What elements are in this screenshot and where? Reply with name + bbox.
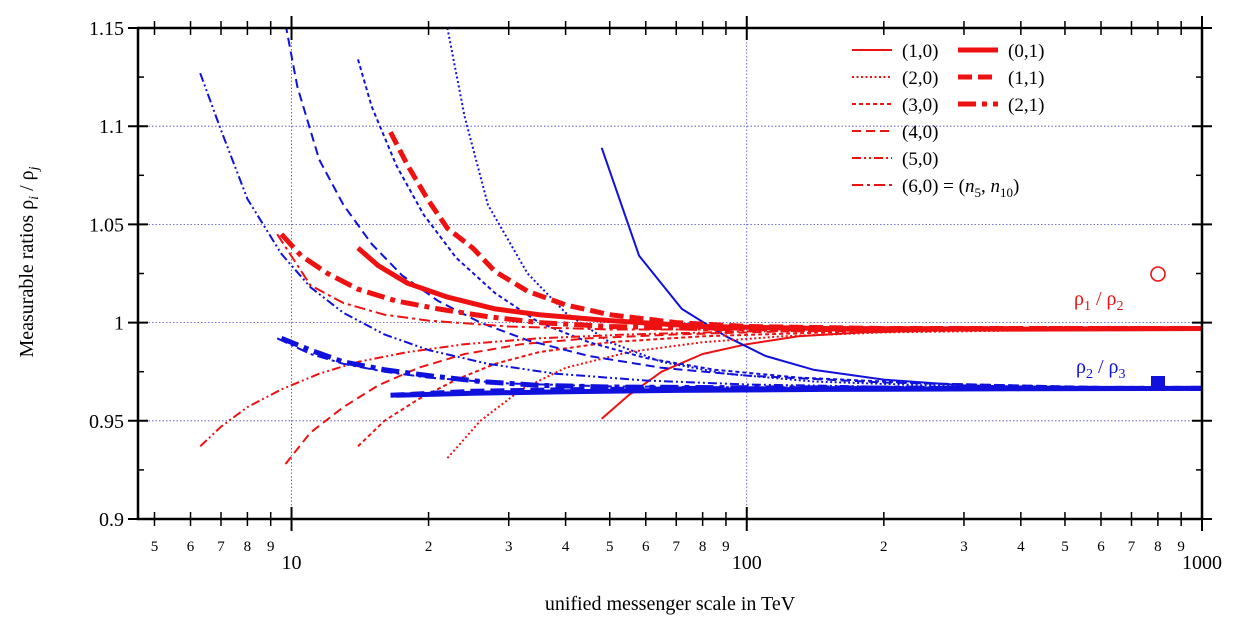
series-line-rho23 [285,28,1202,390]
x-minor-tick-label: 3 [505,539,513,555]
series-line-rho23 [446,28,1202,390]
x-minor-tick-label: 6 [187,539,195,555]
x-minor-tick-label: 8 [1154,539,1162,555]
annotation-rho23: ρ2 / ρ3 [1076,356,1165,389]
series-layer [199,28,1202,465]
x-minor-tick-label: 7 [1128,539,1136,555]
legend-label: (3,0) [902,95,938,116]
x-minor-tick-label: 8 [699,539,707,555]
y-tick-label: 1 [114,313,124,335]
x-minor-tick-label: 5 [151,539,159,555]
x-minor-tick-label: 6 [642,539,650,555]
legend-label: (6,0) = (n5, n10) [902,176,1019,200]
legend-label: (2,0) [902,68,938,89]
x-major-tick-label: 1000 [1182,552,1222,574]
series-line-rho12 [279,232,1202,332]
y-tick-label: 1.15 [89,18,124,40]
y-tick-label: 1.1 [99,116,124,138]
legend-label: (1,1) [1008,68,1044,89]
annotation-rho23-label: ρ2 / ρ3 [1076,356,1126,382]
legend-label: (0,1) [1008,41,1044,62]
series-line-rho12 [199,328,1202,448]
annotation-rho12-label: ρ1 / ρ2 [1074,288,1124,314]
y-tick-label: 0.95 [89,411,124,433]
series-line-rho23 [276,337,1202,390]
x-minor-tick-label: 9 [1177,539,1185,555]
x-minor-tick-label: 2 [425,539,433,555]
legend-label: (1,0) [902,41,938,62]
series-line-rho12 [357,328,1202,448]
rho23-filled-square-marker [1151,376,1165,389]
x-minor-tick-label: 4 [562,539,570,555]
legend-label: (5,0) [902,149,938,170]
series-line-rho23 [199,72,1202,390]
x-minor-tick-label: 8 [244,539,252,555]
x-minor-tick-label: 9 [267,539,275,555]
series-line-rho12 [446,328,1202,459]
x-minor-tick-label: 7 [217,539,225,555]
x-minor-tick-label: 5 [606,539,614,555]
x-minor-tick-label: 3 [960,539,968,555]
ticks [128,16,1212,531]
x-axis-title: unified messenger scale in TeV [545,593,796,615]
series-line-rho23 [357,59,1202,390]
annotation-rho12: ρ1 / ρ2 [1074,266,1166,314]
x-minor-tick-label: 5 [1061,539,1069,555]
x-minor-tick-label: 4 [1017,539,1025,555]
legend: (1,0) (2,0) (3,0) (4,0) (5,0) (6,0) = (n5, n1… [852,41,1044,200]
y-axis-title: Measurable ratios ρi / ρj [16,166,42,357]
rho12-open-circle-marker [1150,266,1166,282]
x-minor-tick-label: 6 [1097,539,1105,555]
y-tick-label: 0.9 [99,509,124,531]
x-minor-tick-label: 7 [672,539,680,555]
legend-label: (4,0) [902,122,938,143]
x-minor-tick-label: 9 [722,539,730,555]
plot-background [138,28,1202,519]
x-minor-tick-label: 2 [880,539,888,555]
x-major-tick-label: 100 [732,552,762,574]
series-line-rho12 [276,233,1202,331]
x-major-tick-label: 10 [282,552,302,574]
legend-label: (2,1) [1008,95,1044,116]
y-tick-label: 1.05 [89,214,124,236]
